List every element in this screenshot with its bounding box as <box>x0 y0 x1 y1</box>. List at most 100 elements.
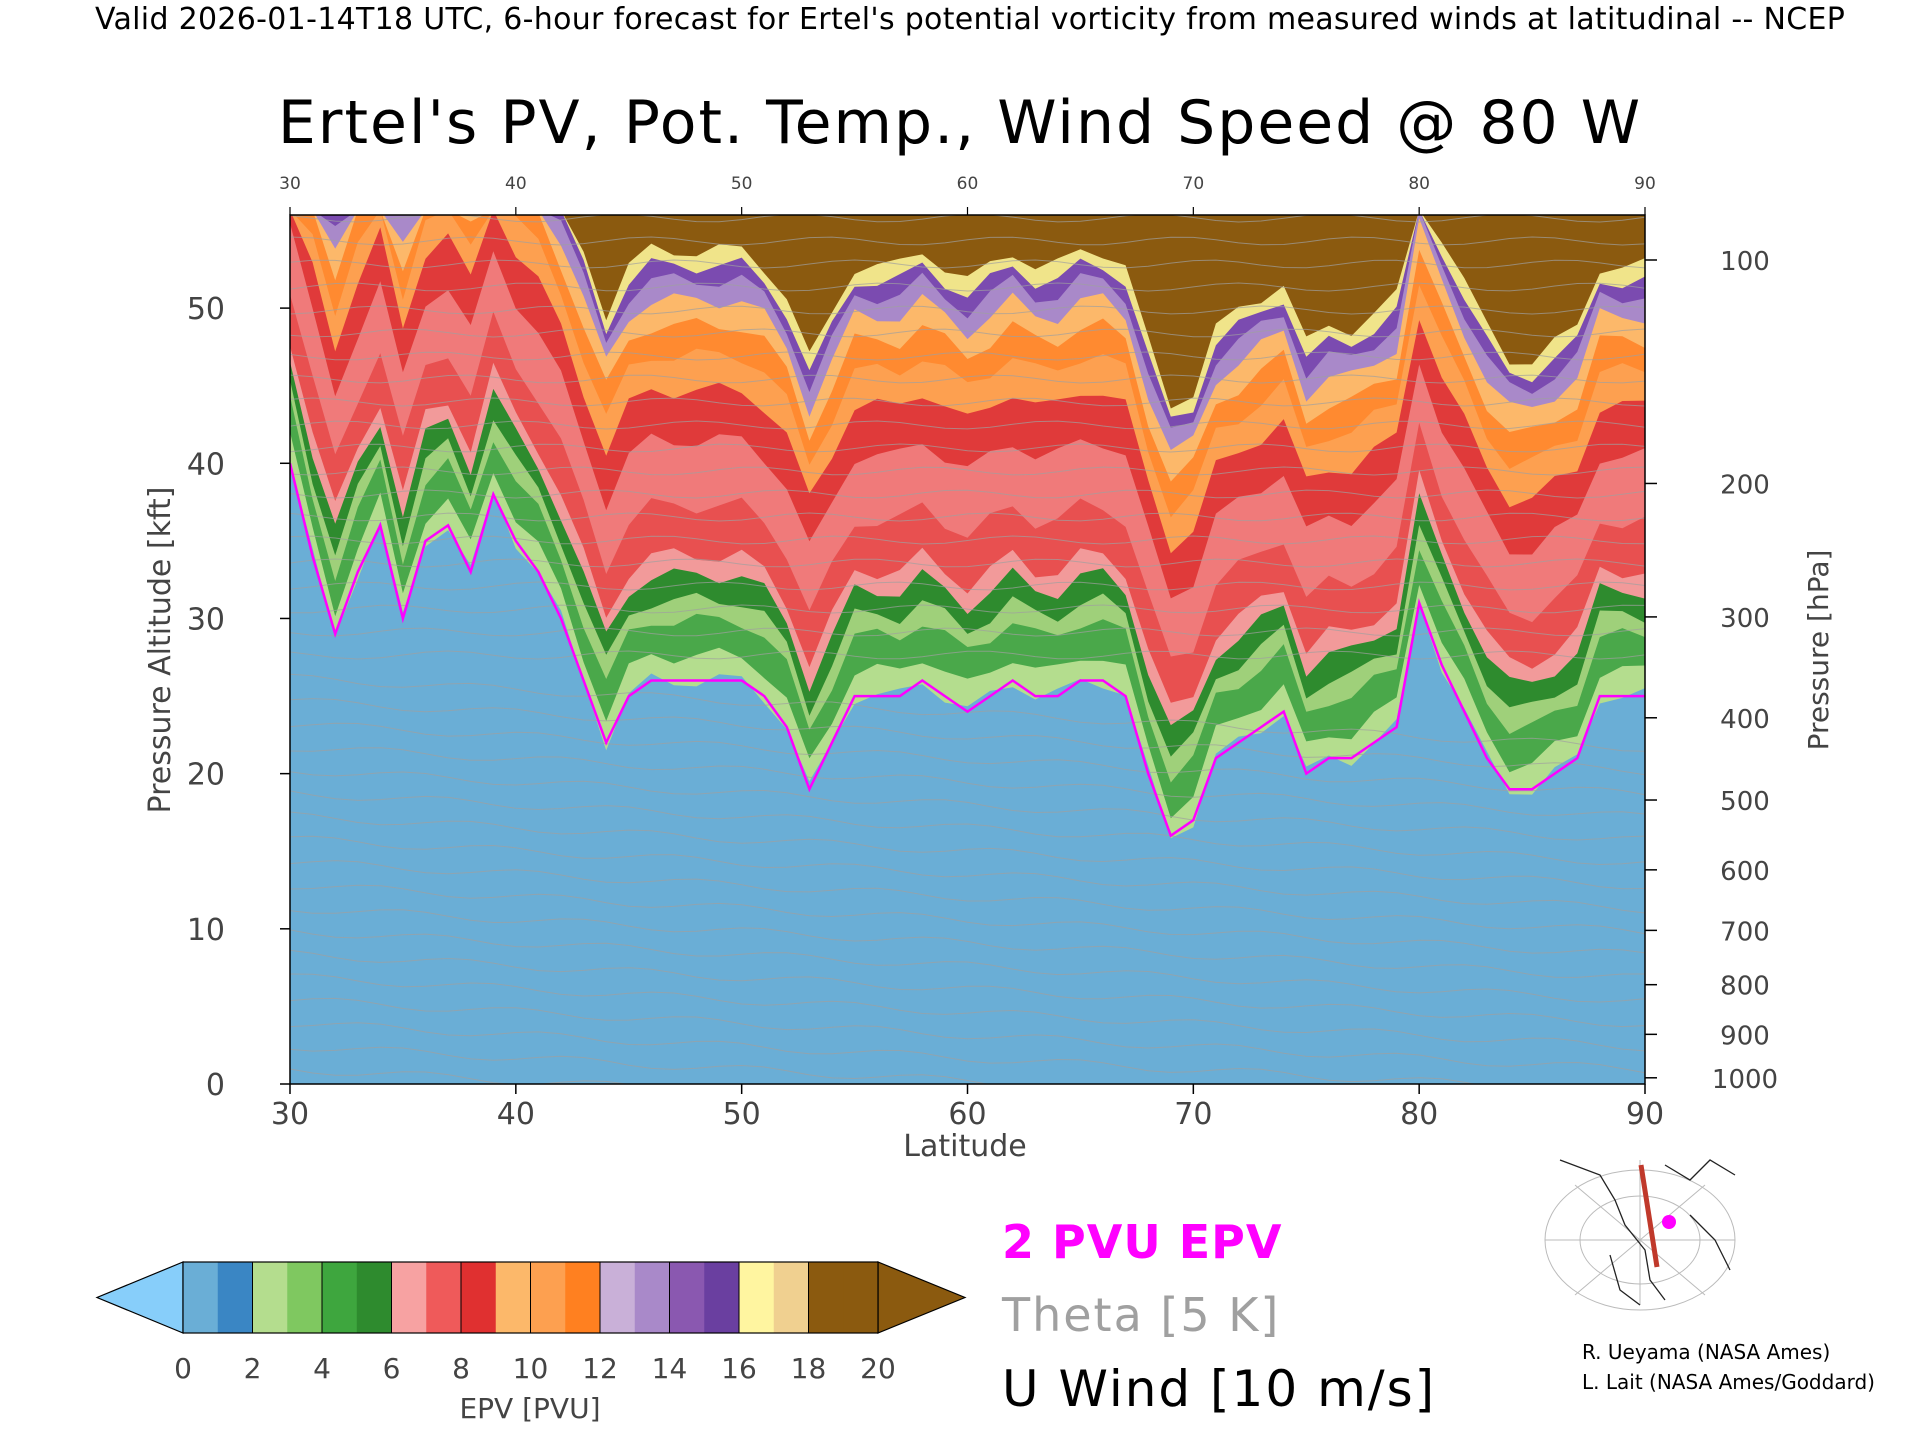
tropopause-layer <box>290 463 1645 838</box>
colorbar-tick-label: 4 <box>313 1352 331 1385</box>
x-tick-label: 70 <box>1174 1097 1212 1132</box>
credit-line-1: R. Ueyama (NASA Ames) <box>1582 1340 1831 1364</box>
colorbar-tick-label: 6 <box>383 1352 401 1385</box>
colorbar-under-arrow <box>95 1261 184 1334</box>
pv-band <box>563 215 1645 409</box>
theta-contour <box>290 443 1645 453</box>
pressure-tick-label: 700 <box>1720 917 1770 947</box>
theta-contour <box>290 374 1645 384</box>
x-axis-bottom: 30 40 50 60 70 80 90 <box>271 1084 1664 1132</box>
pressure-tick-label: 600 <box>1720 857 1770 887</box>
theta-contour <box>290 512 1645 522</box>
colorbar-swatch <box>600 1262 636 1333</box>
theta-contour <box>290 722 1645 796</box>
y-axis-right: 100 200 300 400 500 600 700 800 900 1000 <box>1645 247 1778 1095</box>
theta-contour <box>290 929 1645 1003</box>
y-tick-label: 50 <box>187 292 225 327</box>
colorbar-swatch <box>252 1262 288 1333</box>
x-tick-label: 40 <box>497 1097 535 1132</box>
colorbar-swatch <box>426 1262 462 1333</box>
y-tick-label: 40 <box>187 447 225 482</box>
theta-contour <box>290 811 1645 890</box>
theta-contour <box>290 397 1645 407</box>
colorbar-swatch <box>495 1262 531 1333</box>
x-tick-label-top: 70 <box>1183 174 1205 194</box>
colorbar-tick-label: 2 <box>244 1352 262 1385</box>
colorbar-tick-label: 18 <box>791 1352 827 1385</box>
theta-contour <box>290 351 1645 361</box>
valid-time-header: Valid 2026-01-14T18 UTC, 6-hour forecast… <box>95 2 1846 37</box>
x-tick-label-top: 60 <box>957 174 979 194</box>
colorbar-tick-label: 8 <box>452 1352 470 1385</box>
theta-contour <box>290 771 1645 841</box>
colorbar-swatch <box>808 1262 844 1333</box>
y-tick-label: 20 <box>187 758 225 793</box>
theta-contour <box>290 747 1645 816</box>
theta-contour <box>290 328 1645 338</box>
x-axis-top: 30 40 50 60 70 80 90 <box>279 174 1656 215</box>
colorbar-swatch <box>183 1262 219 1333</box>
theta-contour <box>290 909 1645 978</box>
colorbar-over-arrow <box>877 1261 967 1334</box>
pressure-tick-label: 1000 <box>1712 1065 1778 1095</box>
pressure-tick-label: 100 <box>1720 247 1770 277</box>
x-tick-label-top: 80 <box>1408 174 1430 194</box>
pressure-tick-label: 500 <box>1720 787 1770 817</box>
chart-title: Ertel's PV, Pot. Temp., Wind Speed @ 80 … <box>277 88 1643 158</box>
theta-contour <box>290 558 1645 568</box>
y-tick-label: 0 <box>206 1068 225 1103</box>
colorbar-swatch <box>391 1262 427 1333</box>
pressure-tick-label: 300 <box>1720 604 1770 634</box>
theta-contour <box>290 973 1645 1052</box>
colorbar-swatch <box>669 1262 705 1333</box>
theta-contour <box>290 835 1645 914</box>
x-tick-label: 50 <box>723 1097 761 1132</box>
theta-contour <box>290 860 1645 935</box>
colorbar-swatch <box>356 1262 392 1333</box>
map-graticule <box>1544 1160 1736 1311</box>
map-location-marker <box>1662 1215 1676 1229</box>
plot-area <box>289 214 1646 1085</box>
colorbar-tick-label: 12 <box>582 1352 618 1385</box>
theta-contour <box>290 997 1645 1074</box>
theta-contour <box>290 1022 1477 1084</box>
map-coastlines <box>1559 1159 1736 1306</box>
x-tick-label-top: 90 <box>1634 174 1656 194</box>
theta-contour <box>290 698 1645 776</box>
theta-contour <box>290 949 1645 1028</box>
x-tick-label-top: 40 <box>505 174 527 194</box>
theta-contour <box>290 236 1645 246</box>
tropopause-2pvu-line <box>290 463 1645 838</box>
colorbar-swatch <box>461 1262 497 1333</box>
colorbar-label: EPV [PVU] <box>459 1392 600 1425</box>
colorbar-swatch <box>773 1262 809 1333</box>
colorbar-tick-label: 0 <box>174 1352 192 1385</box>
legend-theta: Theta [5 K] <box>1002 1288 1281 1342</box>
theta-contour <box>290 282 1645 292</box>
pressure-tick-label: 400 <box>1720 705 1770 735</box>
x-tick-label: 60 <box>948 1097 986 1132</box>
theta-contours <box>290 215 1645 1084</box>
theta-contour <box>290 650 1645 660</box>
theta-contour <box>290 215 1645 223</box>
colorbar-tick-label: 14 <box>652 1352 688 1385</box>
colorbar: 0 2 4 6 8 10 12 14 16 18 20 <box>95 1261 967 1385</box>
theta-contour <box>290 420 1645 430</box>
colorbar-tick-label: 10 <box>513 1352 549 1385</box>
colorbar-swatch <box>739 1262 775 1333</box>
colorbar-swatch <box>530 1262 566 1333</box>
theta-contour <box>290 790 1645 866</box>
theta-contour <box>290 627 1645 637</box>
colorbar-tick-label: 16 <box>721 1352 757 1385</box>
pressure-tick-label: 900 <box>1720 1021 1770 1051</box>
theta-contour <box>290 1046 1108 1084</box>
x-tick-label-top: 50 <box>731 174 753 194</box>
theta-contour <box>290 466 1645 476</box>
y-tick-label: 30 <box>187 602 225 637</box>
y-axis-label-right: Pressure [hPa] <box>1802 550 1835 751</box>
pressure-tick-label: 200 <box>1720 470 1770 500</box>
colorbar-swatch <box>287 1262 323 1333</box>
colorbar-swatch <box>322 1262 358 1333</box>
legend-pv: 2 PVU EPV <box>1002 1215 1283 1269</box>
